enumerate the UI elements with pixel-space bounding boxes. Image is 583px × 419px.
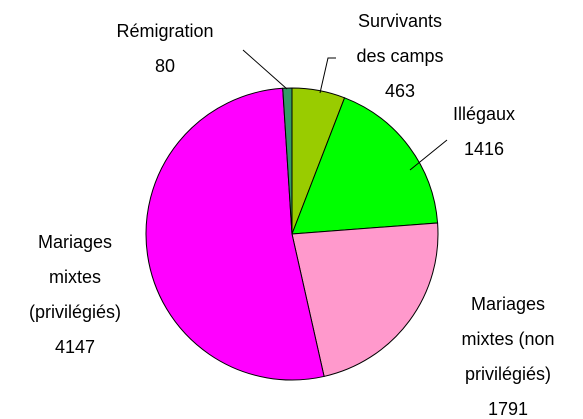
value-label: 463 (384, 81, 416, 101)
value-label: 4147 (54, 337, 96, 357)
slice-label: Mariages mixtes (non privilégiés) 1791 (448, 287, 568, 419)
pie-slice (282, 87, 293, 235)
slice-label: Survivants des camps 463 (350, 4, 450, 109)
category-name: Survivants des camps (356, 11, 444, 66)
slice-label: Rémigration 80 (95, 14, 235, 84)
leader-line (409, 139, 448, 171)
pie-slice (291, 97, 439, 235)
value-label: 1791 (487, 399, 529, 419)
pie-slice (145, 87, 325, 381)
slice-label: Mariages mixtes (privilégiés) 4147 (19, 225, 131, 365)
slice-label: Illégaux 1416 (434, 97, 534, 167)
value-label: 1416 (463, 139, 505, 159)
category-name: Mariages mixtes (privilégiés) (28, 232, 122, 322)
category-name: Illégaux (452, 104, 516, 124)
leader-line (319, 57, 336, 94)
pie-slice (291, 222, 439, 378)
category-name: Mariages mixtes (non privilégiés) (461, 294, 555, 384)
category-name: Rémigration (116, 21, 214, 41)
leader-line (242, 49, 288, 90)
value-label: 80 (154, 56, 176, 76)
